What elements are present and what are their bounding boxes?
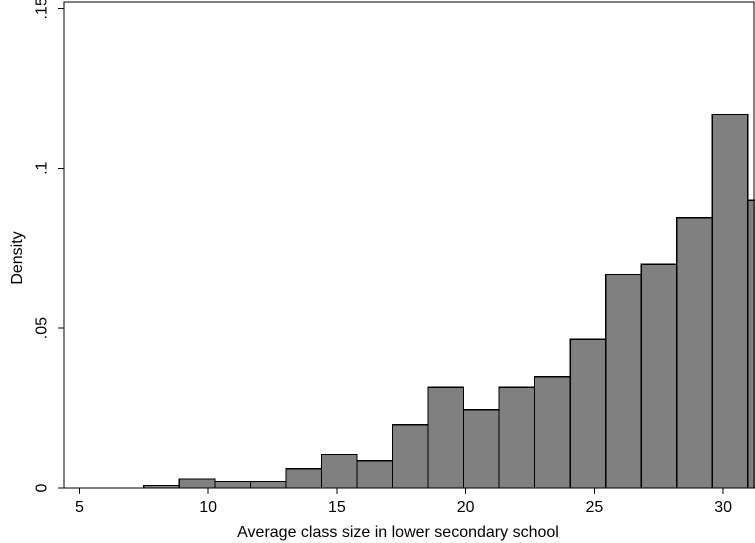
plot-frame [63,1,755,489]
histogram-bar [676,217,713,489]
histogram-bar [214,481,251,489]
histogram-bar [391,424,429,489]
x-tick-label: 30 [714,499,732,516]
histogram-bar [320,453,358,489]
x-axis-title: Average class size in lower secondary sc… [237,524,559,541]
x-tick-label: 10 [199,499,217,516]
histogram-bar [534,376,571,489]
histogram-bar [569,338,607,489]
x-tick-label: 5 [75,499,84,516]
histogram-bar [356,460,394,489]
y-tick-label: .05 [34,317,51,339]
bars-layer [143,113,755,489]
y-axis: 0 .05 .1 .15 [34,0,64,492]
histogram-bar [462,409,500,489]
x-axis: 5 10 15 20 25 30 [75,488,732,516]
histogram-bar [285,468,323,489]
y-tick-label: 0 [34,483,51,492]
y-tick-label: .1 [34,161,51,174]
histogram-bar [747,199,755,489]
histogram-bar [498,386,536,489]
x-tick-label: 25 [585,499,603,516]
histogram-bar [605,273,642,489]
histogram-bar [178,478,216,489]
x-tick-label: 15 [328,499,346,516]
y-tick-label: .15 [34,0,51,20]
y-axis-title: Density [9,231,26,284]
histogram-bar [711,113,749,489]
histogram-bar [427,386,465,489]
x-tick-label: 20 [457,499,475,516]
histogram-bar [249,481,287,489]
histogram-bar [640,263,678,489]
